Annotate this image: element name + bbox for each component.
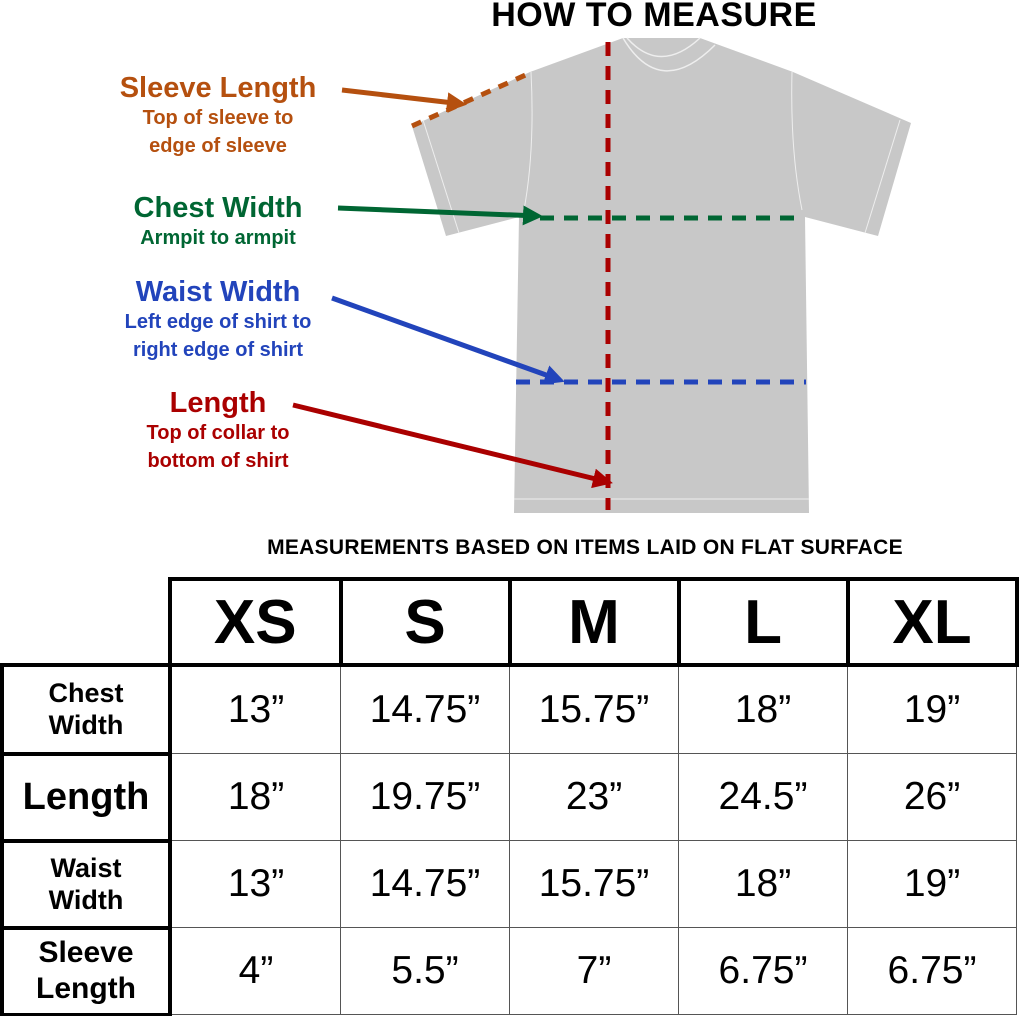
- row-label-chest-width: Chest Width: [0, 663, 172, 756]
- collar-seam: [622, 37, 716, 72]
- row-label-line: Length: [36, 972, 136, 1005]
- chest-width-label: Chest Width Armpit to armpit: [68, 192, 368, 252]
- table-row: Chest Width 13” 14.75” 15.75” 18” 19”: [0, 663, 1017, 756]
- row-label-line: Sleeve: [38, 936, 134, 969]
- table-row: Length 18” 19.75” 23” 24.5” 26”: [0, 751, 1017, 843]
- length-arrow: [292, 402, 613, 489]
- row-label-line: Length: [22, 776, 150, 818]
- table-subtitle: MEASUREMENTS BASED ON ITEMS LAID ON FLAT…: [267, 536, 903, 559]
- sleeve-desc-1: Top of sleeve to: [142, 107, 294, 129]
- corner-cell: [2, 579, 170, 665]
- sleeve-desc-2: edge of sleeve: [149, 135, 287, 157]
- waist-desc-1: Left edge of shirt to: [124, 311, 312, 333]
- table-cell: 19”: [847, 664, 1017, 754]
- size-table: XS S M L XL Chest Width 13” 14.75” 15.75”…: [0, 577, 1019, 1016]
- sleeve-measure-line: [410, 70, 532, 129]
- row-label-waist-width: Waist Width: [0, 838, 172, 930]
- table-row: Sleeve Length 4” 5.5” 7” 6.75” 6.75”: [0, 925, 1017, 1016]
- length-desc-2: bottom of shirt: [147, 450, 289, 472]
- table-cell: 23”: [509, 753, 679, 841]
- table-cell: 26”: [847, 753, 1017, 841]
- table-cell: 19.75”: [340, 753, 510, 841]
- row-label-line: Waist: [50, 853, 122, 883]
- chest-heading: Chest Width: [133, 192, 303, 224]
- row-label-line: Chest: [48, 678, 124, 709]
- sleeve-arrow: [341, 87, 467, 113]
- row-label-sleeve-length: Sleeve Length: [0, 925, 172, 1016]
- table-cell: 14.75”: [340, 664, 510, 754]
- chest-desc-1: Armpit to armpit: [140, 227, 296, 249]
- table-cell: 4”: [169, 927, 341, 1015]
- row-label-line: Width: [48, 710, 124, 741]
- page-title: HOW TO MEASURE: [491, 0, 817, 34]
- table-row: Waist Width 13” 14.75” 15.75” 18” 19”: [0, 838, 1017, 930]
- tshirt-diagram: [292, 37, 911, 513]
- table-cell: 13”: [169, 840, 341, 928]
- waist-heading: Waist Width: [135, 276, 301, 308]
- table-cell: 19”: [847, 840, 1017, 928]
- waist-arrow: [331, 295, 565, 385]
- size-s: S: [338, 577, 512, 667]
- sleeve-length-label: Sleeve Length Top of sleeve to edge of s…: [68, 72, 368, 160]
- table-cell: 15.75”: [509, 840, 679, 928]
- table-cell: 18”: [678, 840, 848, 928]
- size-xl: XL: [845, 577, 1019, 667]
- waist-width-label: Waist Width Left edge of shirt to right …: [68, 276, 368, 364]
- table-cell: 18”: [169, 753, 341, 841]
- waist-desc-2: right edge of shirt: [133, 339, 303, 361]
- length-label: Length Top of collar to bottom of shirt: [68, 387, 368, 475]
- size-m: M: [507, 577, 681, 667]
- table-cell: 5.5”: [340, 927, 510, 1015]
- sleeve-heading: Sleeve Length: [119, 72, 317, 104]
- size-l: L: [676, 577, 850, 667]
- table-cell: 14.75”: [340, 840, 510, 928]
- row-label-line: Width: [48, 885, 124, 915]
- length-heading: Length: [169, 387, 267, 419]
- table-cell: 6.75”: [678, 927, 848, 1015]
- chest-arrow: [337, 205, 543, 226]
- table-cell: 13”: [169, 664, 341, 754]
- table-cell: 18”: [678, 664, 848, 754]
- length-desc-1: Top of collar to: [146, 422, 290, 444]
- table-cell: 24.5”: [678, 753, 848, 841]
- size-xs: XS: [168, 577, 343, 667]
- size-header-row: XS S M L XL: [2, 577, 1019, 667]
- row-label-length: Length: [0, 751, 172, 843]
- table-cell: 6.75”: [847, 927, 1017, 1015]
- table-cell: 15.75”: [509, 664, 679, 754]
- table-cell: 7”: [509, 927, 679, 1015]
- tshirt-shape: [412, 38, 911, 513]
